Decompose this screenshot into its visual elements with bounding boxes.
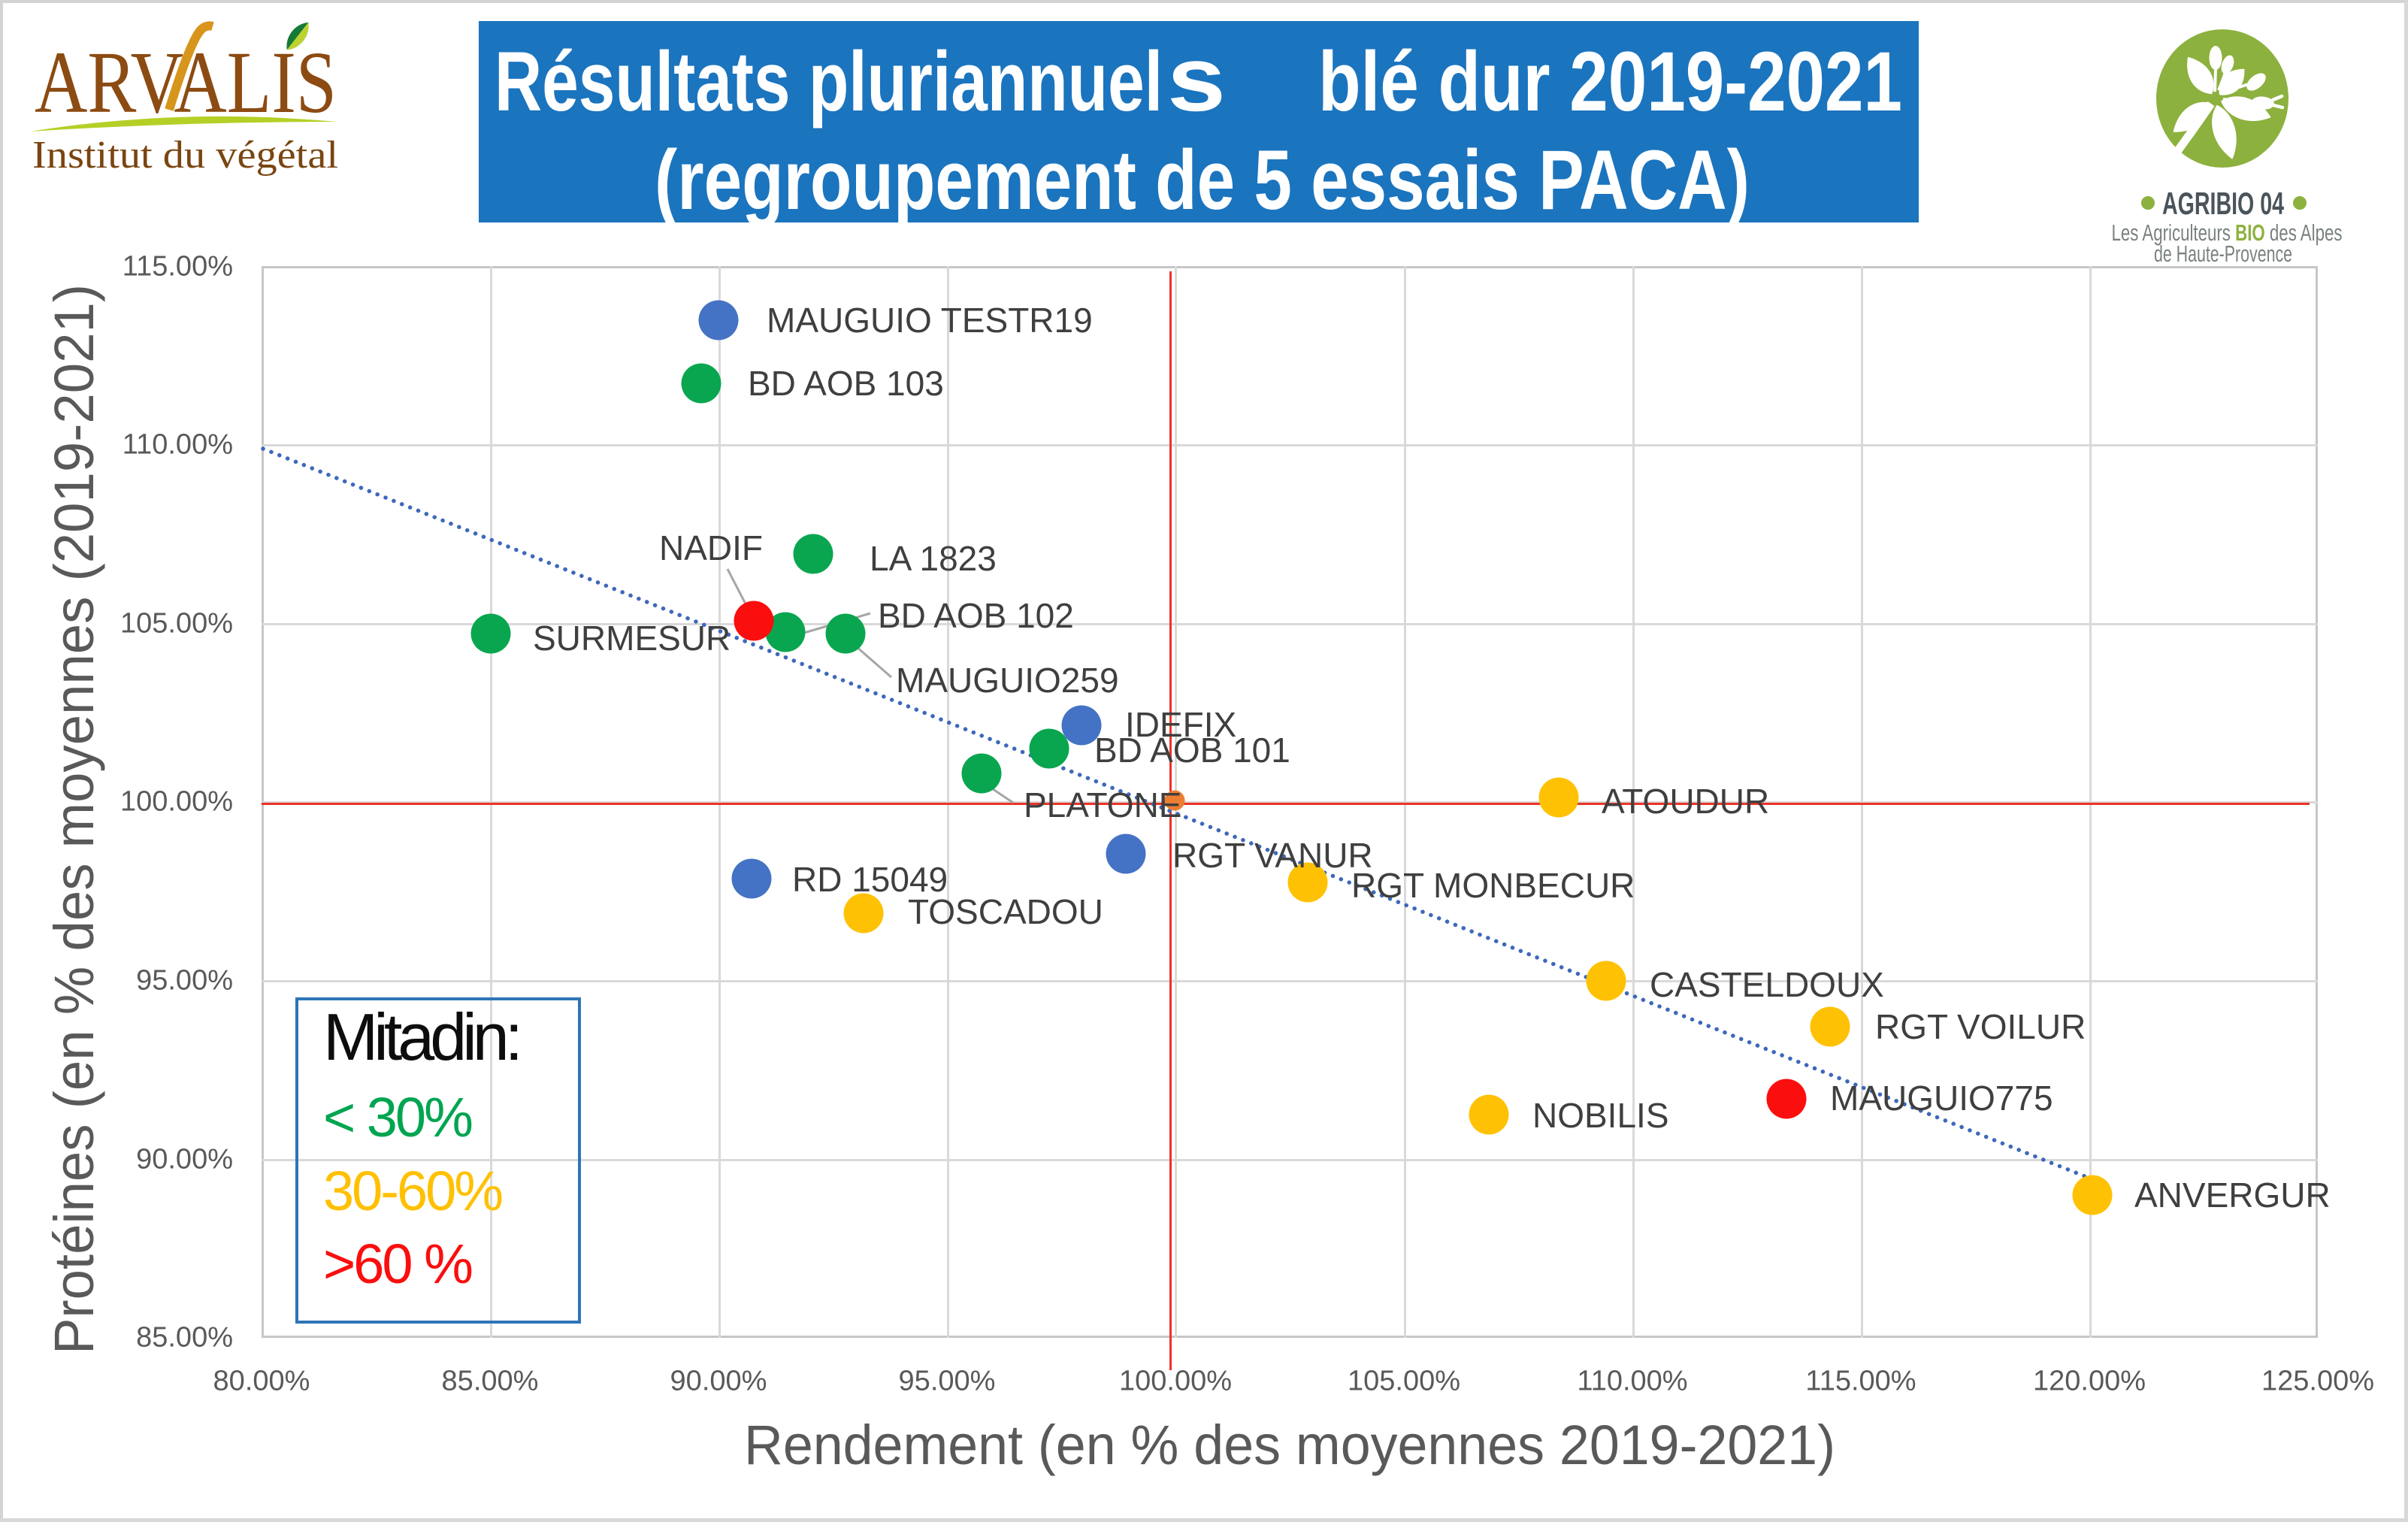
svg-text:s: s [1167,28,1226,130]
svg-text:Institut du végétal: Institut du végétal [32,134,338,177]
svg-text:AGRIBIO 04: AGRIBIO 04 [2162,186,2284,221]
svg-text:Les Agriculteurs BIO des Alpes: Les Agriculteurs BIO des Alpes [2112,219,2343,246]
svg-text:Protéines (en % des moyennes (: Protéines (en % des moyennes (2019-2021) [43,284,105,1354]
svg-text:(regroupement de 5 essais PACA: (regroupement de 5 essais PACA) [655,133,1750,227]
svg-text:Rendement (en % des moyennes 2: Rendement (en % des moyennes 2019-2021) [744,1414,1835,1476]
svg-text:Résultats pluriannuel: Résultats pluriannuel [495,35,1163,129]
svg-text:de Haute-Provence: de Haute-Provence [2154,241,2292,267]
svg-text:blé dur 2019-2021: blé dur 2019-2021 [1318,35,1902,129]
